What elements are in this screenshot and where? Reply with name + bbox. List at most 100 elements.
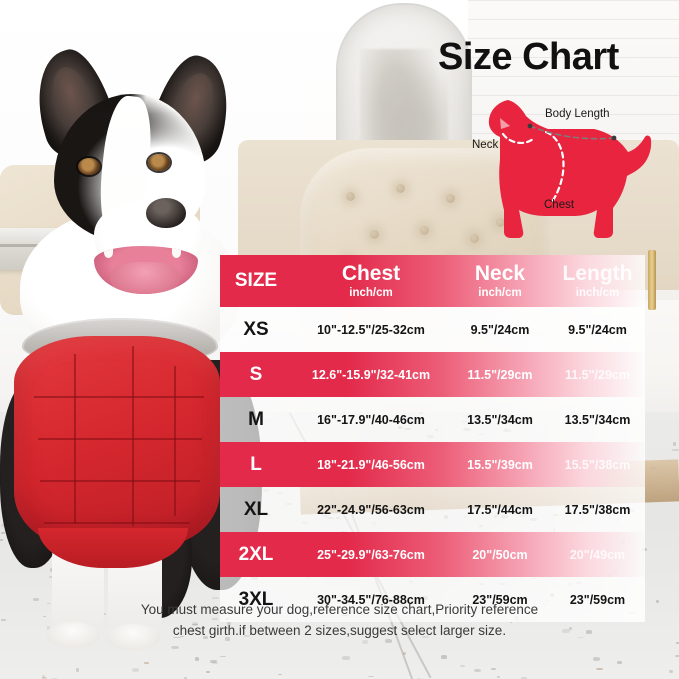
table-header-row: SIZE Chest inch/cm Neck inch/cm Length inch/cm — [220, 255, 645, 307]
floor-speck — [422, 635, 429, 638]
floor-speck — [192, 623, 198, 626]
cell-neck: 11.5"/29cm — [450, 366, 550, 384]
floor-speck — [491, 668, 496, 670]
column-header-units: inch/cm — [575, 286, 620, 299]
sofa-tuft-button — [396, 184, 405, 193]
row-background — [220, 255, 645, 307]
floor-speck — [672, 449, 679, 451]
table-row: XL 22"-24.9"/56-63cm 17.5"/44cm 17.5"/38cm — [220, 487, 645, 532]
cell-text: XL — [243, 498, 269, 520]
floor-speck — [183, 677, 187, 679]
floor-speck — [194, 656, 199, 661]
floor-speck — [586, 630, 593, 634]
column-header-length: Length inch/cm — [550, 262, 645, 299]
cell-length: 17.5"/38cm — [550, 501, 645, 519]
diagram-label-chest: Chest — [544, 199, 575, 211]
floor-speck — [385, 639, 393, 643]
floor-speck — [41, 675, 45, 678]
dog-measurement-diagram — [470, 82, 660, 247]
cell-text: 17.5"/44cm — [467, 502, 533, 517]
table-row: S 12.6"-15.9"/32-41cm 11.5"/29cm 11.5"/29cm — [220, 352, 645, 397]
dog-photo — [0, 28, 262, 650]
cell-text: 10"-12.5"/25-32cm — [317, 322, 425, 337]
floor-speck — [593, 657, 601, 662]
sofa-tuft-button — [496, 218, 505, 227]
dog-silhouette-icon — [488, 100, 652, 238]
measurement-instructions: You must measure your dog,reference size… — [0, 600, 679, 642]
dog-head — [24, 42, 242, 294]
cell-text: XS — [243, 318, 269, 340]
floor-speck — [0, 619, 6, 621]
floor-speck — [33, 597, 40, 601]
cell-chest: 30"-34.5"/76-88cm — [292, 591, 450, 609]
floor-speck — [46, 602, 50, 605]
cell-neck: 17.5"/44cm — [450, 501, 550, 519]
dog-red-jacket — [14, 336, 220, 546]
dog-tooth — [172, 247, 181, 258]
floor-speck — [440, 655, 447, 659]
floor-speck — [244, 635, 251, 638]
row-background — [220, 532, 645, 577]
cell-text: 23"/59cm — [472, 592, 528, 607]
column-header-label: Chest — [341, 262, 401, 286]
floor-speck — [595, 667, 604, 671]
cell-chest: 12.6"-15.9"/32-41cm — [292, 366, 450, 384]
cell-text: 23"/59cm — [569, 592, 626, 607]
floor-speck — [673, 442, 676, 446]
sofa-leg — [648, 250, 656, 310]
jacket-quilt-seam — [34, 396, 204, 398]
floor-speck — [342, 656, 350, 660]
floor-speck — [497, 676, 500, 678]
cell-size: M — [220, 409, 292, 431]
cell-length: 11.5"/29cm — [550, 366, 645, 384]
cell-neck: 23"/59cm — [450, 591, 550, 609]
cell-chest: 25"-29.9"/63-76cm — [292, 546, 450, 564]
dog-paw-left — [46, 622, 100, 648]
floor-speck — [191, 621, 198, 626]
diagram-label-neck: Neck — [472, 139, 499, 151]
dog-tooth — [104, 247, 113, 258]
cell-text: 13.5"/34cm — [564, 412, 631, 427]
dog-eye-right — [148, 154, 170, 171]
sofa-tuft-button — [470, 234, 479, 243]
cell-text: 20"/49cm — [569, 547, 626, 562]
cell-neck: 13.5"/34cm — [450, 411, 550, 429]
floor-speck — [0, 539, 3, 542]
row-background — [220, 487, 645, 532]
column-header-units: inch/cm — [349, 286, 393, 299]
floor-speck — [211, 661, 218, 665]
floor-speck — [76, 667, 79, 672]
cell-size: XL — [220, 499, 292, 521]
instructions-line-1: You must measure your dog,reference size… — [140, 602, 539, 617]
cell-length: 23"/59cm — [550, 591, 645, 609]
dog-tongue — [110, 262, 180, 294]
cell-text: 25"-29.9"/63-76cm — [317, 547, 425, 562]
cell-chest: 22"-24.9"/56-63cm — [292, 501, 450, 519]
floor-speck — [669, 669, 673, 673]
column-header-units: inch/cm — [478, 286, 522, 299]
column-header-label: Length — [562, 262, 633, 286]
dog-paw-right — [106, 624, 160, 650]
dog-eye-left — [78, 158, 100, 175]
cell-size: 2XL — [220, 544, 292, 566]
floor-speck — [227, 621, 232, 625]
floor-speck — [102, 613, 106, 615]
instructions-line-2: chest girth.if between 2 sizes,suggest s… — [172, 622, 507, 638]
diagram-svg — [488, 100, 652, 238]
cell-text: 11.5"/29cm — [467, 367, 533, 382]
column-header-label: SIZE — [234, 270, 278, 292]
sofa-tuft-button — [420, 226, 429, 235]
floor-speck — [179, 635, 185, 638]
dog-nose — [146, 198, 186, 228]
cell-text: 30"-34.5"/76-88cm — [317, 592, 425, 607]
floor-speck — [402, 651, 407, 655]
cell-text: 22"-24.9"/56-63cm — [317, 502, 425, 517]
cell-text: 11.5"/29cm — [564, 367, 630, 382]
floor-speck — [211, 597, 219, 600]
floor-speck — [656, 599, 659, 603]
neck-measure-line — [501, 132, 536, 144]
jacket-quilt-seam — [40, 480, 200, 482]
floor-speck — [173, 636, 181, 639]
cell-size: S — [220, 364, 292, 386]
size-table: SIZE Chest inch/cm Neck inch/cm Length inch/cm… — [220, 255, 645, 622]
